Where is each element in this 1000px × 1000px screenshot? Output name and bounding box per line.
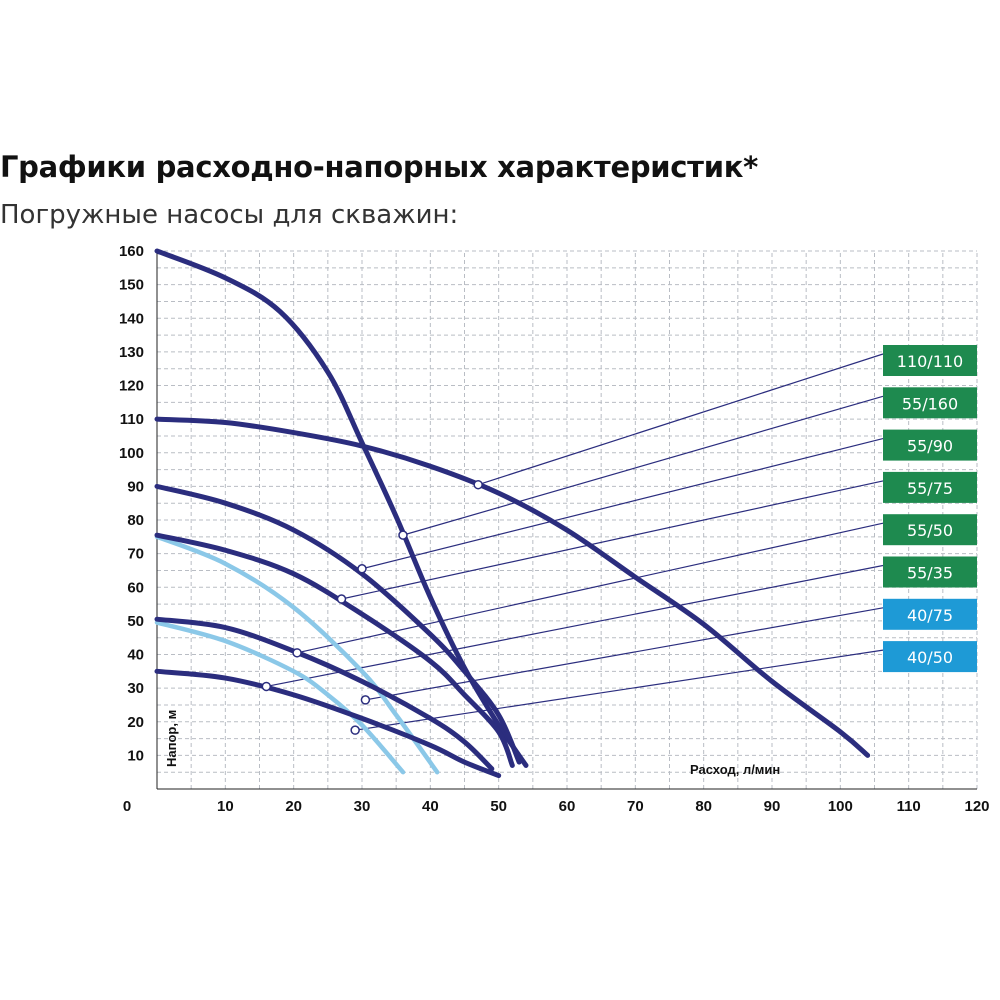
x-tick-label: 60 [559, 798, 576, 815]
legend-label: 110/110 [897, 352, 963, 371]
y-tick-label: 60 [127, 579, 144, 596]
x-tick-label: 80 [695, 798, 712, 815]
page-title: Графики расходно-напорных характеристик* [0, 150, 758, 184]
chart-grid [157, 250, 978, 789]
x-tick-label: 120 [964, 798, 989, 815]
y-tick-label: 110 [120, 411, 144, 428]
y-tick-label: 50 [127, 613, 144, 630]
legend-box-55-160 [883, 387, 977, 419]
leader-line [402, 395, 884, 536]
leader-line [355, 649, 884, 731]
leader-line [341, 480, 884, 600]
leader-line [266, 564, 884, 688]
curve-55-50 [154, 616, 495, 772]
curve-marker [350, 725, 360, 735]
x-tick-label: 40 [422, 798, 439, 815]
legend-label: 55/75 [907, 479, 953, 498]
curve-marker [360, 695, 371, 705]
y-tick-label: 130 [119, 344, 144, 361]
curve-55-160 [154, 248, 529, 768]
y-tick-label: 30 [127, 680, 144, 697]
y-tick-label: 100 [119, 445, 144, 462]
chart-legend: 110/110 55/160 55/90 55/75 55/50 55/35 40/75 40… [883, 345, 977, 673]
x-axis-label: Расход, л/мин [690, 762, 780, 777]
y-tick-label: 140 [119, 310, 144, 327]
legend-box-55-75 [883, 471, 977, 503]
y-tick-label: 20 [127, 714, 144, 731]
y-tick-label: 70 [127, 546, 144, 563]
legend-label: 55/50 [907, 521, 953, 540]
legend-box-40-75 [883, 598, 977, 630]
curve-marker [398, 530, 408, 540]
y-tick-label: 10 [127, 747, 144, 764]
leader-line [477, 353, 884, 486]
x-tick-label: 90 [764, 798, 781, 815]
chart-curves [154, 248, 871, 779]
y-axis-label: Напор, м [164, 710, 179, 767]
y-tick-label: 80 [127, 512, 144, 529]
legend-box-55-35 [883, 556, 977, 588]
chart-leader-lines [266, 353, 884, 731]
legend-label: 40/75 [907, 606, 953, 625]
leader-line [361, 438, 884, 570]
legend-box-110-110 [883, 345, 977, 376]
y-tick-label: 40 [127, 647, 144, 664]
curve-40-75 [154, 534, 440, 775]
x-tick-label: 10 [217, 798, 234, 815]
curve-marker [261, 681, 272, 692]
curve-marker [473, 479, 483, 490]
legend-label: 55/160 [902, 394, 958, 413]
x-tick-label: 50 [490, 798, 507, 815]
legend-label: 55/90 [907, 437, 953, 456]
x-tick-label: 0 [123, 798, 131, 815]
x-tick-label: 30 [354, 798, 371, 815]
legend-box-55-50 [883, 514, 977, 546]
curve-110-110 [154, 416, 871, 758]
leader-line [296, 522, 884, 654]
y-tick-label: 160 [119, 243, 144, 260]
curve-marker [357, 564, 367, 574]
chart-axes: 0 10 20 30 40 50 60 70 80 90 100 110 120 10 20 30 40 50 60… [119, 243, 990, 815]
page-subtitle: Погружные насосы для скважин: [0, 200, 459, 230]
x-tick-label: 70 [627, 798, 644, 815]
y-tick-label: 150 [119, 277, 144, 294]
legend-box-40-50 [883, 641, 977, 673]
legend-label: 55/35 [907, 564, 953, 583]
curve-55-35 [154, 668, 502, 779]
curve-55-90 [154, 483, 522, 765]
chart-markers [261, 479, 483, 735]
curve-marker [292, 648, 302, 658]
curve-55-75 [154, 532, 515, 768]
y-tick-label: 90 [127, 478, 144, 495]
curve-marker [336, 594, 347, 604]
y-tick-label: 120 [119, 378, 144, 395]
x-tick-label: 20 [285, 798, 302, 815]
curve-40-50 [154, 620, 406, 775]
legend-box-55-90 [883, 429, 977, 461]
x-tick-label: 100 [828, 798, 853, 815]
legend-label: 40/50 [907, 648, 953, 667]
x-tick-label: 110 [897, 798, 921, 815]
